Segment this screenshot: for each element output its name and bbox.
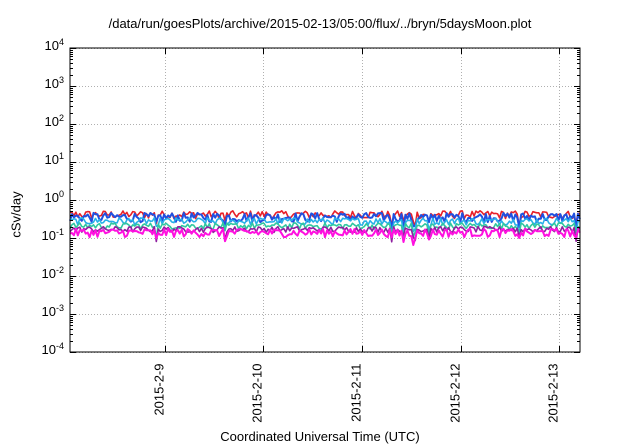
y-tick-label: 102 (20, 112, 64, 129)
y-tick-base: 10 (44, 151, 59, 167)
y-tick-exponent: -4 (55, 340, 64, 351)
y-tick-exponent: 3 (58, 74, 64, 85)
x-tick-label: 2015-2-11 (348, 363, 363, 422)
series-line-6 (69, 227, 581, 246)
x-tick-label: 2015-2-12 (447, 363, 462, 423)
y-tick-label: 10-4 (20, 340, 64, 357)
y-tick-exponent: 2 (58, 112, 64, 123)
y-tick-label: 103 (20, 74, 64, 91)
series-layer (69, 210, 581, 246)
x-tick-label: 2015-2-13 (545, 363, 560, 423)
y-tick-base: 10 (44, 113, 59, 129)
y-tick-base: 10 (41, 341, 56, 357)
y-tick-label: 104 (20, 36, 64, 53)
y-tick-label: 101 (20, 150, 64, 167)
y-tick-exponent: 0 (58, 188, 64, 199)
y-tick-base: 10 (44, 75, 59, 91)
x-axis-label: Coordinated Universal Time (UTC) (220, 429, 420, 444)
chart-title: /data/run/goesPlots/archive/2015-02-13/0… (108, 16, 532, 31)
tick-marks (70, 48, 580, 353)
y-tick-exponent: -3 (55, 302, 64, 313)
y-tick-base: 10 (44, 37, 59, 53)
y-tick-label: 100 (20, 188, 64, 205)
y-tick-exponent: -1 (55, 226, 64, 237)
y-tick-label: 10-1 (20, 226, 64, 243)
y-tick-label: 10-2 (20, 264, 64, 281)
y-tick-base: 10 (44, 189, 59, 205)
y-tick-label: 10-3 (20, 302, 64, 319)
x-tick-label: 2015-2-10 (249, 363, 264, 423)
y-tick-exponent: 1 (58, 150, 64, 161)
y-tick-base: 10 (41, 303, 56, 319)
grid (70, 48, 580, 353)
x-tick-label: 2015-2-9 (151, 363, 166, 416)
y-tick-exponent: -2 (55, 264, 64, 275)
y-tick-exponent: 4 (58, 36, 64, 47)
y-tick-base: 10 (41, 265, 56, 281)
y-tick-base: 10 (41, 227, 56, 243)
